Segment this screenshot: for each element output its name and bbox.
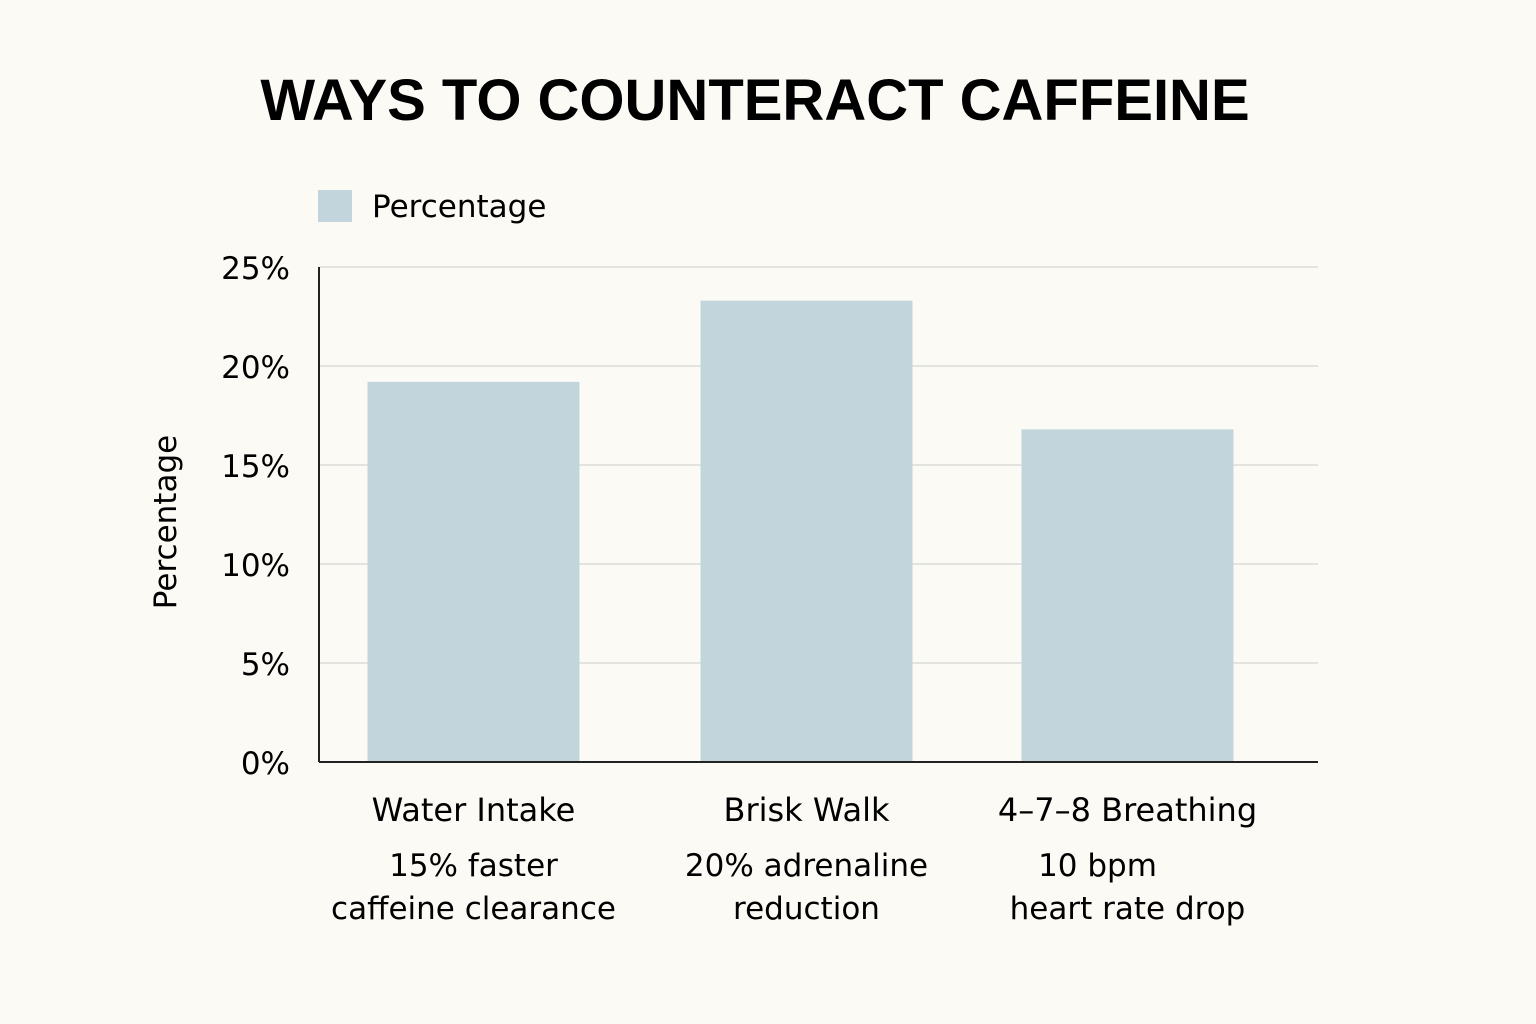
y-tick-label: 10%: [221, 548, 290, 584]
legend-label: Percentage: [372, 189, 546, 225]
bar-annotation: caffeine clearance: [331, 891, 616, 927]
bar-annotation: 10 bpm: [1038, 848, 1157, 884]
x-tick-label: 4–7–8 Breathing: [998, 791, 1257, 829]
bar-annotation: 20% adrenaline: [685, 848, 928, 884]
legend-swatch: [318, 190, 352, 222]
x-tick-label: Water Intake: [372, 791, 576, 829]
y-tick-label: 0%: [241, 746, 290, 782]
y-axis-label: Percentage: [148, 435, 184, 609]
y-tick-label: 15%: [221, 449, 290, 485]
y-tick-label: 25%: [221, 251, 290, 287]
y-tick-label: 5%: [241, 647, 290, 683]
chart-title: WAYS TO COUNTERACT CAFFEINE: [260, 68, 1249, 133]
x-tick-label: Brisk Walk: [724, 791, 890, 829]
bar-annotation: heart rate drop: [1010, 891, 1246, 927]
bar: [1021, 429, 1234, 762]
legend: Percentage: [318, 189, 546, 225]
bar-annotation: reduction: [733, 891, 880, 927]
bar: [700, 300, 913, 762]
bar-annotation: 15% faster: [389, 848, 558, 884]
bar: [367, 381, 580, 762]
y-tick-label: 20%: [221, 350, 290, 386]
